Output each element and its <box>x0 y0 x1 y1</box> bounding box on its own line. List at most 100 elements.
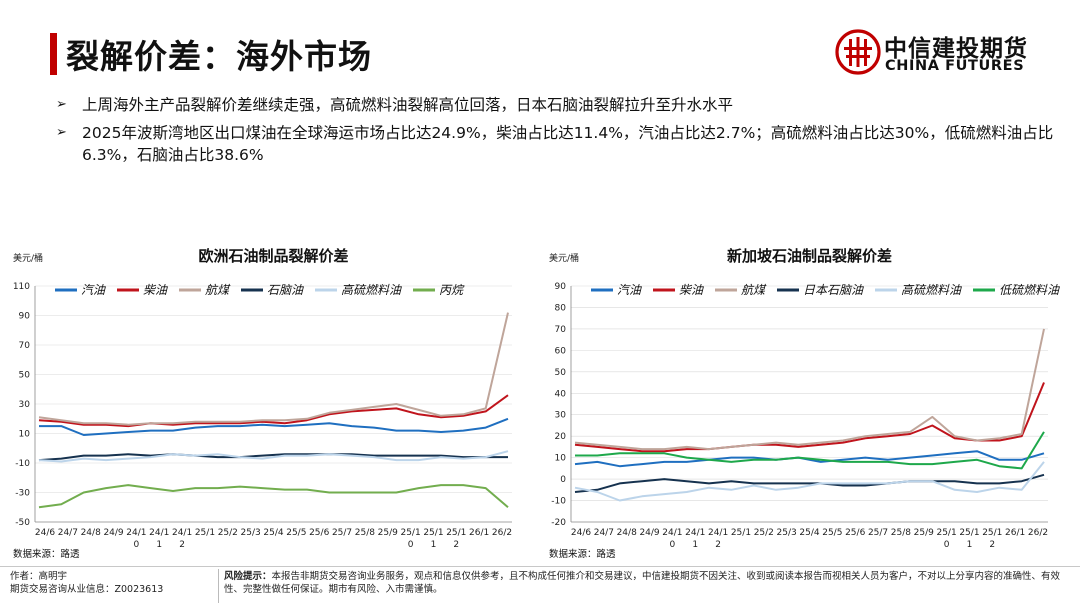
x-tick-label-line: 24/7 <box>58 528 78 538</box>
footer-vertical-divider <box>218 569 219 603</box>
x-tick-label: 24/7 <box>594 528 614 538</box>
x-tick-label-line: 25/1 <box>982 528 1002 538</box>
chart-svg: 美元/桶 新加坡石油制品裂解价差-20-100102030405060708090… <box>549 247 1060 560</box>
chart-svg: 美元/桶 欧洲石油制品裂解价差-50-30-10103050709011024/6… <box>13 247 512 560</box>
bullet-item: ➢ 2025年波斯湾地区出口煤油在全球海运市场占比达24.9%，柴油占比达11.… <box>56 122 1056 166</box>
series-line-石脑油 <box>38 453 508 462</box>
x-tick-label: 24/1 0 <box>126 528 146 550</box>
legend-label: 高硫燃料油 <box>341 283 402 297</box>
x-tick-label-line: 24/6 <box>571 528 591 538</box>
x-tick-label-line: 2 <box>715 540 721 550</box>
y-tick-label: 40 <box>555 389 567 399</box>
x-tick-label: 25/6 <box>309 528 329 538</box>
y-tick-label: 50 <box>555 368 567 378</box>
x-tick-label: 25/1 1 <box>959 528 979 550</box>
x-tick-label-line: 24/8 <box>81 528 101 538</box>
x-tick-label: 24/8 <box>617 528 637 538</box>
x-tick-label: 25/1 0 <box>400 528 420 550</box>
x-tick-label-line: 25/1 <box>731 528 751 538</box>
title-accent-bar <box>50 33 57 75</box>
x-tick-label: 26/2 <box>492 528 512 538</box>
risk-label: 风险提示： <box>224 571 272 582</box>
legend-label: 柴油 <box>679 283 704 297</box>
y-tick-label: 70 <box>19 341 31 351</box>
risk-disclaimer: 风险提示：本报告非期货交易咨询业务服务，观点和信息仅供参考，且不构成任何推介和交… <box>224 570 1069 596</box>
y-tick-label: 50 <box>19 371 31 381</box>
x-tick-label: 26/1 <box>1005 528 1025 538</box>
x-tick-label-line: 2 <box>179 540 185 550</box>
x-tick-label-line: 25/1 <box>446 528 466 538</box>
x-tick-label-line: 24/1 <box>708 528 728 538</box>
author-text: 作者：高明宇 <box>10 571 68 582</box>
x-tick-label-line: 25/9 <box>378 528 398 538</box>
x-tick-label-line: 2 <box>989 540 995 550</box>
legend-label: 石脑油 <box>267 283 304 297</box>
series-line-汽油 <box>574 450 1045 468</box>
x-tick-label-line: 25/6 <box>845 528 865 538</box>
x-tick-label: 25/3 <box>777 528 797 538</box>
x-tick-label-line: 25/1 <box>423 528 443 538</box>
x-tick-label-line: 25/5 <box>286 528 306 538</box>
risk-text: 本报告非期货交易咨询业务服务，观点和信息仅供参考，且不构成任何推介和交易建议，中… <box>224 571 1061 595</box>
legend-label: 丙烷 <box>439 283 465 297</box>
x-tick-label-line: 0 <box>944 540 950 550</box>
x-tick-label-line: 0 <box>408 540 414 550</box>
legend-label: 汽油 <box>81 283 106 297</box>
x-tick-label: 25/1 2 <box>982 528 1002 550</box>
y-tick-label: 90 <box>19 312 31 322</box>
y-tick-label: 90 <box>555 282 567 292</box>
series-line-高硫燃料油 <box>38 450 509 463</box>
x-tick-label: 25/1 0 <box>936 528 956 550</box>
x-tick-label-line: 24/1 <box>172 528 192 538</box>
x-tick-label: 25/4 <box>799 528 819 538</box>
logo-text-en: CHINA FUTURES <box>885 58 1025 74</box>
x-tick-label-line: 24/1 <box>149 528 169 538</box>
legend-label: 日本石脑油 <box>803 283 864 297</box>
y-tick-label: -30 <box>15 489 30 499</box>
x-tick-label: 26/1 <box>469 528 489 538</box>
series-line-汽油 <box>39 417 509 436</box>
x-tick-label-line: 26/1 <box>1005 528 1025 538</box>
arrow-bullet-icon: ➢ <box>56 125 67 140</box>
chart-title: 新加坡石油制品裂解价差 <box>727 247 892 265</box>
x-tick-label: 25/5 <box>822 528 842 538</box>
bullet-item: ➢ 上周海外主产品裂解价差继续走强，高硫燃料油裂解高位回落，日本石脑油裂解拉升至… <box>56 94 1056 116</box>
x-tick-label: 25/8 <box>355 528 375 538</box>
bullet-text: 上周海外主产品裂解价差继续走强，高硫燃料油裂解高位回落，日本石脑油裂解拉升至升水… <box>82 96 734 114</box>
x-tick-label-line: 25/4 <box>799 528 819 538</box>
y-tick-label: -10 <box>15 459 30 469</box>
x-tick-label: 24/1 2 <box>708 528 728 550</box>
series-line-丙烷 <box>38 484 509 509</box>
x-tick-label-line: 25/8 <box>891 528 911 538</box>
x-tick-label: 24/1 1 <box>149 528 169 550</box>
y-tick-label: 80 <box>555 303 567 313</box>
x-tick-label: 24/6 <box>571 528 591 538</box>
y-tick-label: -20 <box>551 518 566 528</box>
y-tick-label: 30 <box>19 400 31 410</box>
x-tick-label: 25/3 <box>241 528 261 538</box>
x-tick-label: 25/7 <box>332 528 352 538</box>
x-tick-label-line: 25/3 <box>241 528 261 538</box>
bullet-text: 2025年波斯湾地区出口煤油在全球海运市场占比达24.9%，柴油占比达11.4%… <box>82 124 1054 164</box>
x-tick-label-line: 24/1 <box>662 528 682 538</box>
x-tick-label: 25/1 <box>195 528 215 538</box>
y-tick-label: -50 <box>15 518 30 528</box>
series-line-柴油 <box>574 382 1045 453</box>
y-axis-unit-label: 美元/桶 <box>549 252 579 264</box>
x-tick-label-line: 24/9 <box>103 528 123 538</box>
legend-label: 航煤 <box>205 283 231 297</box>
x-tick-label-line: 25/2 <box>754 528 774 538</box>
company-logo: 中信建投期货 CHINA FUTURES <box>834 26 1044 78</box>
series-line-柴油 <box>38 394 509 428</box>
x-tick-label-line: 1 <box>692 540 698 550</box>
x-tick-label-line: 2 <box>453 540 459 550</box>
x-tick-label-line: 24/1 <box>685 528 705 538</box>
x-tick-label-line: 1 <box>967 540 973 550</box>
x-tick-label-line: 25/7 <box>332 528 352 538</box>
license-text: 期货交易咨询从业信息：Z0023613 <box>10 584 164 595</box>
x-tick-label-line: 25/6 <box>309 528 329 538</box>
page-title: 裂解价差：海外市场 <box>66 37 372 76</box>
legend-label: 柴油 <box>143 283 168 297</box>
x-tick-label: 25/1 <box>731 528 751 538</box>
x-tick-label-line: 24/1 <box>126 528 146 538</box>
